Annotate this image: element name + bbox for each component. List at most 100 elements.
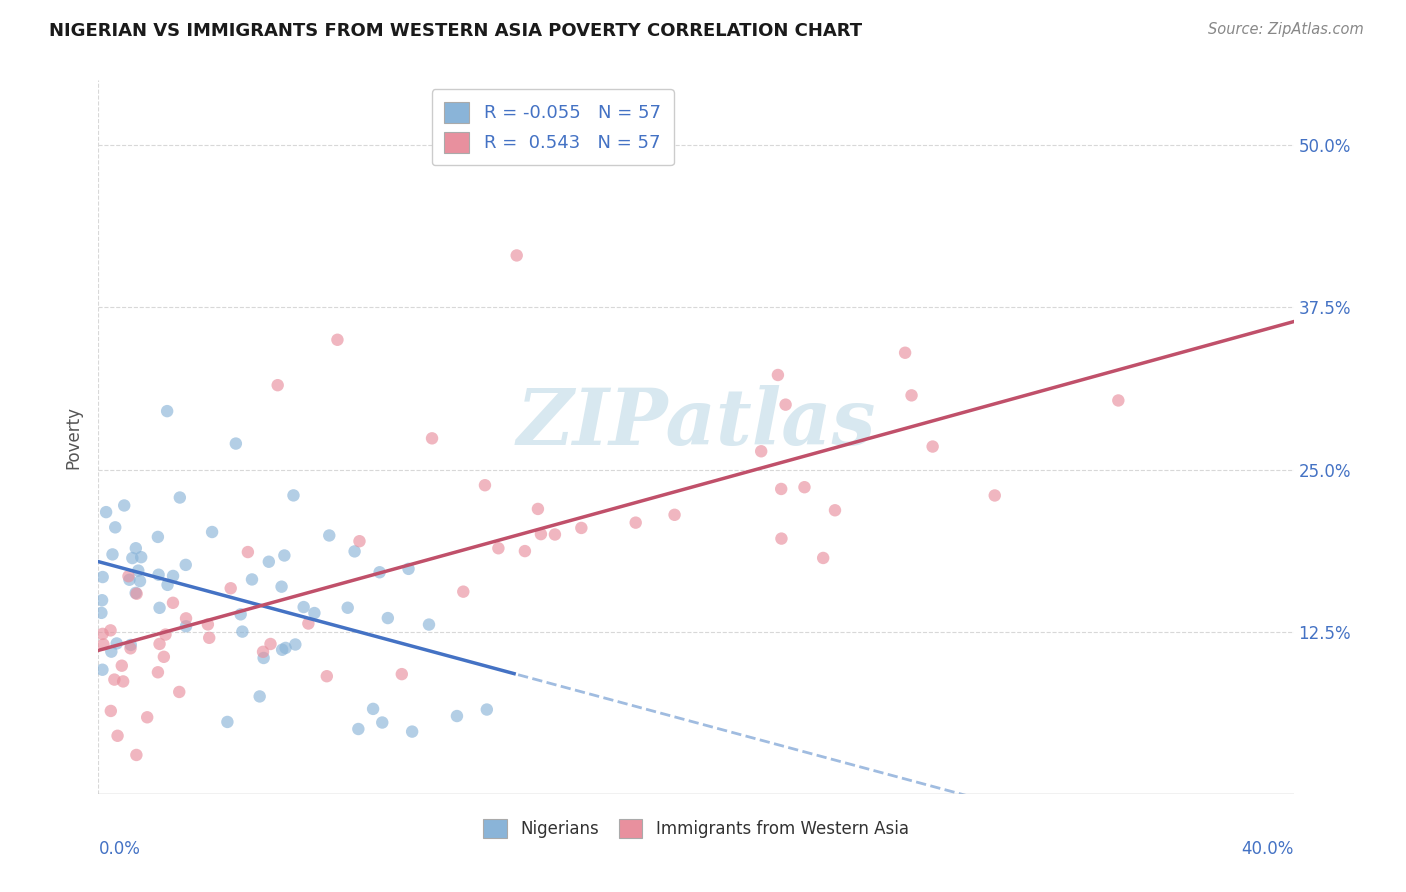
Point — [486, 541, 509, 556]
Point — [240, 573, 263, 587]
Point — [197, 617, 219, 632]
Point — [368, 566, 391, 580]
Point — [91, 570, 114, 584]
Point — [391, 667, 413, 681]
Point — [120, 638, 142, 652]
Point — [105, 636, 128, 650]
Point — [343, 544, 366, 558]
Point — [475, 702, 498, 716]
Point — [201, 524, 224, 539]
Point — [101, 548, 124, 562]
Point — [162, 569, 184, 583]
Point — [267, 378, 290, 392]
Text: Source: ZipAtlas.com: Source: ZipAtlas.com — [1208, 22, 1364, 37]
Point — [155, 627, 177, 641]
Point — [401, 724, 423, 739]
Point — [249, 690, 271, 704]
Point — [125, 586, 148, 600]
Point — [326, 333, 349, 347]
Point — [811, 551, 834, 566]
Point — [219, 581, 242, 595]
Point — [921, 440, 943, 454]
Point — [112, 499, 135, 513]
Point — [530, 527, 553, 541]
Point — [273, 549, 295, 563]
Point — [824, 503, 846, 517]
Point — [770, 482, 793, 496]
Point — [270, 580, 292, 594]
Point — [148, 637, 170, 651]
Point — [664, 508, 686, 522]
Point — [107, 729, 129, 743]
Point — [148, 600, 170, 615]
Point — [91, 593, 114, 607]
Point — [446, 709, 468, 723]
Point — [274, 640, 297, 655]
Point — [100, 624, 122, 638]
Point — [217, 714, 239, 729]
Point — [90, 606, 112, 620]
Point — [129, 574, 152, 588]
Point — [793, 480, 815, 494]
Point — [315, 669, 337, 683]
Point — [377, 611, 399, 625]
Point — [770, 532, 793, 546]
Point — [336, 600, 359, 615]
Point — [236, 545, 259, 559]
Point — [111, 658, 134, 673]
Point — [569, 521, 592, 535]
Point — [749, 444, 772, 458]
Point — [271, 642, 294, 657]
Point — [257, 555, 280, 569]
Point — [984, 488, 1007, 502]
Point — [225, 436, 247, 450]
Point — [112, 674, 135, 689]
Point — [91, 627, 114, 641]
Point — [420, 431, 443, 445]
Point — [146, 665, 169, 680]
Point — [349, 534, 371, 549]
Point — [169, 491, 191, 505]
Point — [544, 527, 567, 541]
Point — [398, 562, 420, 576]
Text: ZIPatlas: ZIPatlas — [516, 384, 876, 461]
Point — [318, 528, 340, 542]
Point — [100, 645, 122, 659]
Point — [127, 564, 149, 578]
Legend: Nigerians, Immigrants from Western Asia: Nigerians, Immigrants from Western Asia — [472, 807, 920, 850]
Point — [136, 710, 159, 724]
Point — [121, 551, 143, 566]
Point — [174, 619, 197, 633]
Point — [91, 663, 114, 677]
Point — [252, 645, 274, 659]
Point — [900, 388, 922, 402]
Point — [167, 685, 190, 699]
Point — [104, 520, 127, 534]
Point — [297, 616, 319, 631]
Point — [117, 569, 139, 583]
Point — [125, 587, 148, 601]
Point — [125, 541, 148, 556]
Point — [527, 502, 550, 516]
Point — [231, 624, 253, 639]
Point — [229, 607, 252, 622]
Point — [304, 606, 326, 620]
Point — [1107, 393, 1129, 408]
Point — [347, 722, 370, 736]
Text: 0.0%: 0.0% — [98, 840, 141, 858]
Point — [156, 578, 179, 592]
Point — [100, 704, 122, 718]
Point — [148, 567, 170, 582]
Point — [174, 558, 197, 572]
Text: NIGERIAN VS IMMIGRANTS FROM WESTERN ASIA POVERTY CORRELATION CHART: NIGERIAN VS IMMIGRANTS FROM WESTERN ASIA… — [49, 22, 862, 40]
Point — [156, 404, 179, 418]
Point — [766, 368, 789, 382]
Point — [474, 478, 496, 492]
Point — [284, 638, 307, 652]
Point — [129, 550, 152, 565]
Point — [118, 573, 141, 587]
Point — [371, 715, 394, 730]
Point — [253, 651, 276, 665]
Point — [775, 398, 797, 412]
Point — [513, 544, 536, 558]
